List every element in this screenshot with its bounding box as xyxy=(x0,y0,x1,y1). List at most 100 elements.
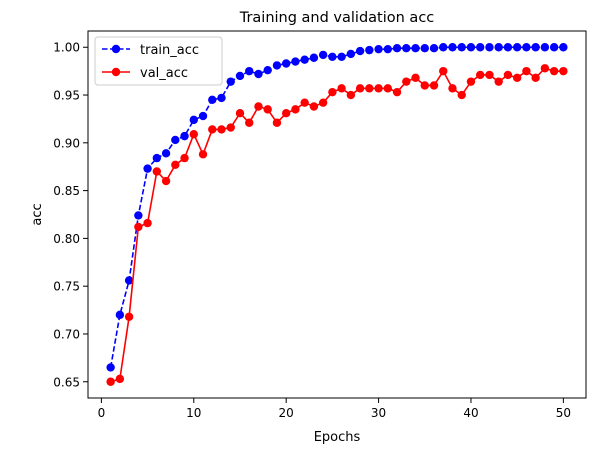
legend-train-marker xyxy=(111,44,121,54)
val_acc-point xyxy=(485,70,494,80)
legend-val-marker xyxy=(111,67,121,77)
val_acc-point xyxy=(392,87,402,97)
legend: train_acc val_acc xyxy=(94,36,223,86)
val_acc-point xyxy=(171,160,180,170)
train_acc-point xyxy=(466,43,476,52)
val_acc-point xyxy=(152,167,162,176)
train_acc-point xyxy=(300,55,309,64)
val_acc-point xyxy=(365,84,374,93)
y-tick-label: 0.90 xyxy=(53,136,80,150)
train_acc-point xyxy=(429,44,439,53)
val_acc-point xyxy=(374,84,383,93)
val_acc-point xyxy=(494,77,503,86)
y-tick-label: 0.65 xyxy=(53,375,80,389)
val_acc-point xyxy=(281,108,291,118)
x-axis-label: Epochs xyxy=(314,430,361,445)
legend-val-label: val_acc xyxy=(140,66,188,81)
val_acc-point xyxy=(522,66,531,76)
val_acc-point xyxy=(180,153,189,163)
train_acc-point xyxy=(309,53,319,62)
train_acc-point xyxy=(559,43,568,52)
val_acc-point xyxy=(106,377,115,386)
y-axis: 0.65 0.70 0.75 0.80 0.85 0.90 0.95 1.00 xyxy=(53,41,88,389)
train_acc-point xyxy=(115,310,125,320)
plot-series-layer xyxy=(106,43,568,386)
val_acc-point xyxy=(559,66,568,76)
val_acc-point xyxy=(531,73,540,83)
x-tick-label: 10 xyxy=(186,406,201,420)
train_acc-point xyxy=(180,131,189,141)
train_acc-point xyxy=(402,44,411,53)
plot-frame xyxy=(87,30,587,399)
val_acc-point xyxy=(328,87,337,97)
train_acc-point xyxy=(235,71,245,81)
train_acc-point xyxy=(337,52,346,62)
train_acc-point xyxy=(226,77,235,86)
y-tick-label: 0.75 xyxy=(53,280,80,294)
val_acc-point xyxy=(448,84,457,93)
train_acc-point xyxy=(245,66,254,76)
train_acc-point xyxy=(152,153,162,163)
train_acc-point xyxy=(439,43,448,52)
train_acc-point xyxy=(161,149,171,158)
y-tick-label: 1.00 xyxy=(53,41,80,55)
train_acc-point xyxy=(374,44,383,54)
chart-title: Training and validation acc xyxy=(239,10,435,26)
val_acc-point xyxy=(549,66,559,76)
y-tick-label: 0.80 xyxy=(53,232,80,246)
val_acc-point xyxy=(272,118,282,127)
train_acc-point xyxy=(254,69,263,79)
val_acc-point xyxy=(161,176,171,186)
x-axis: 0 10 20 30 40 50 xyxy=(98,398,571,420)
y-tick-label: 0.85 xyxy=(53,184,80,198)
val_acc-point xyxy=(245,118,254,127)
train_acc-point xyxy=(540,43,550,52)
x-tick-label: 0 xyxy=(98,406,106,420)
y-tick-label: 0.95 xyxy=(53,89,80,103)
val_acc-point xyxy=(383,84,393,93)
val_acc-point xyxy=(503,70,513,80)
train_acc-point xyxy=(171,135,180,145)
train_acc-point xyxy=(494,43,503,52)
val_acc-point xyxy=(291,105,300,114)
val_acc-point xyxy=(134,222,143,232)
val_acc-point xyxy=(457,90,466,100)
train_acc-point xyxy=(189,115,198,125)
val_acc-point xyxy=(143,218,152,228)
train_acc-point xyxy=(549,43,559,52)
x-tick-label: 50 xyxy=(556,406,571,420)
y-axis-label: acc xyxy=(30,203,45,225)
train_acc-point xyxy=(365,45,374,55)
train_acc-point xyxy=(198,111,208,121)
train_acc-point xyxy=(531,43,540,52)
val_acc-point xyxy=(411,73,420,83)
x-tick-label: 30 xyxy=(371,406,386,420)
train_acc-point xyxy=(208,95,217,105)
train_acc-point xyxy=(217,93,226,103)
train_acc-point xyxy=(411,44,420,53)
val_acc-point xyxy=(189,130,198,139)
val_acc-point xyxy=(346,90,356,100)
val_acc-point xyxy=(235,108,245,118)
val_acc-point xyxy=(337,84,346,93)
val_acc-point xyxy=(476,70,485,80)
val_acc-point xyxy=(124,312,134,321)
train_acc-point xyxy=(476,43,485,52)
train_acc-point xyxy=(272,61,282,70)
val_acc-point xyxy=(540,64,550,73)
train_acc-point xyxy=(318,50,328,60)
val_acc-point xyxy=(226,123,235,132)
train_acc-point xyxy=(485,43,494,52)
train_acc-point xyxy=(328,52,337,62)
train_acc-point xyxy=(291,57,300,66)
val_acc-point xyxy=(420,81,429,90)
val_acc-point xyxy=(466,77,476,86)
train_acc-point xyxy=(383,44,393,54)
legend-train-label: train_acc xyxy=(140,43,199,58)
train_acc-point xyxy=(124,276,134,285)
val_acc-point xyxy=(198,150,208,159)
val_acc-point xyxy=(318,98,328,107)
val_acc-point xyxy=(512,73,522,83)
train_acc-point xyxy=(281,59,291,68)
